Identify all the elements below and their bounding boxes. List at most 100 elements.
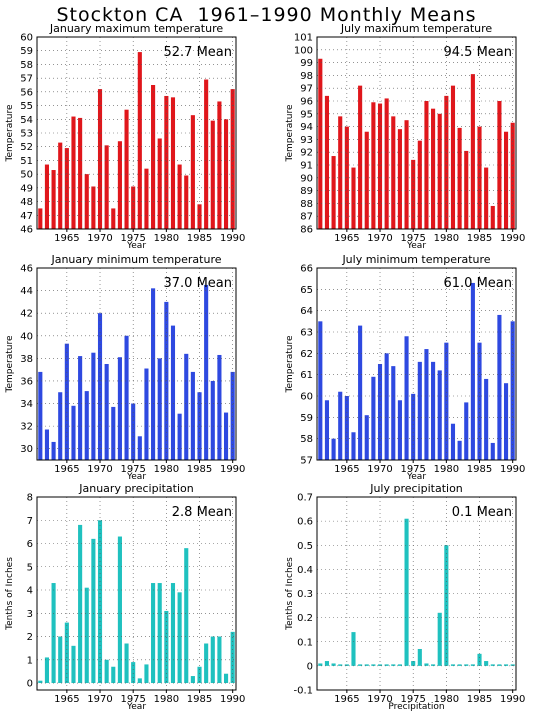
bar <box>124 335 129 460</box>
bar <box>71 645 76 684</box>
y-tick-label: 47 <box>20 211 33 222</box>
bar <box>324 400 330 460</box>
bar <box>384 353 389 460</box>
bar <box>331 156 336 229</box>
x-tick-label: 1965 <box>54 694 79 705</box>
bar <box>318 663 323 666</box>
bar <box>151 85 156 229</box>
bar <box>204 79 209 229</box>
y-axis-label: Temperature <box>285 104 295 162</box>
bar <box>411 661 416 666</box>
y-tick-label: 54 <box>20 115 33 126</box>
x-tick-label: 1985 <box>467 694 492 705</box>
bar <box>377 103 383 229</box>
y-tick-label: 0.5 <box>297 541 313 552</box>
bar <box>210 120 215 229</box>
mean-label: 94.5 Mean <box>444 45 513 60</box>
bar <box>230 89 235 229</box>
y-tick-label: 0.2 <box>297 613 313 624</box>
bar <box>210 380 215 460</box>
bar <box>91 538 96 684</box>
y-tick-label: 51 <box>20 156 33 167</box>
bar <box>503 383 509 460</box>
x-tick-label: 1965 <box>334 464 359 475</box>
x-tick-label: 1975 <box>120 464 145 475</box>
bar <box>190 115 195 229</box>
bar <box>144 168 149 229</box>
bar <box>324 661 330 666</box>
bar <box>338 664 343 666</box>
bar <box>170 583 176 684</box>
bar <box>358 325 363 460</box>
x-tick-label: 1980 <box>434 464 459 475</box>
bar <box>51 170 56 229</box>
x-tick-label: 1985 <box>187 464 212 475</box>
bar <box>124 109 129 229</box>
bar <box>51 441 56 460</box>
bar <box>184 548 189 684</box>
x-tick-label: 1970 <box>87 233 112 244</box>
bar <box>497 101 502 229</box>
mean-label: 52.7 Mean <box>164 45 233 60</box>
bar <box>331 663 336 666</box>
bar <box>371 664 376 666</box>
bar <box>157 138 162 229</box>
y-tick-label: 32 <box>20 422 33 433</box>
bar <box>470 74 475 230</box>
x-tick-label: 1985 <box>467 464 492 475</box>
bar <box>131 662 136 684</box>
bar <box>64 148 69 229</box>
bar <box>78 117 83 229</box>
chart-panel-1: 46 47 48 49 50 51 52 53 54 55 56 57 58 59 60 1965 1970 19… <box>5 22 245 251</box>
y-tick-label: 34 <box>20 399 33 410</box>
bar <box>371 102 376 229</box>
x-tick-label: 1990 <box>220 233 245 244</box>
y-tick-label: 40 <box>20 331 33 342</box>
bar <box>137 52 142 230</box>
y-tick-label: 38 <box>20 354 33 365</box>
bar <box>97 89 103 229</box>
chart-panel-6: -0.1 0 0.1 0.2 0.3 0.4 0.5 0.6 0.7 1965 1970 1975 19… <box>285 482 525 711</box>
y-tick-label: 90 <box>300 173 313 184</box>
bar <box>437 113 442 229</box>
y-tick-label: 30 <box>20 444 33 455</box>
bar <box>64 343 69 460</box>
bar <box>431 664 436 666</box>
bar <box>384 664 389 666</box>
bar <box>117 141 122 229</box>
x-tick-label: 1985 <box>187 233 212 244</box>
bar <box>131 186 136 229</box>
y-tick-label: 42 <box>20 309 33 320</box>
bar <box>104 659 109 684</box>
x-tick-label: 1975 <box>120 233 145 244</box>
bar <box>111 208 116 229</box>
bar <box>217 636 222 684</box>
bar <box>364 415 369 460</box>
y-tick-label: 66 <box>300 264 313 275</box>
bar <box>331 438 336 460</box>
bar <box>457 440 462 460</box>
y-tick-label: 0.7 <box>297 493 313 504</box>
y-tick-label: 91 <box>300 161 313 172</box>
mean-label: 37.0 Mean <box>164 276 233 291</box>
bar <box>470 282 475 460</box>
bar <box>358 85 363 229</box>
y-tick-label: 87 <box>300 212 313 223</box>
y-tick-label: 0.1 <box>297 637 313 648</box>
x-axis-label: Year <box>126 241 146 251</box>
y-tick-label: 62 <box>300 349 313 360</box>
bar <box>431 361 436 460</box>
bar <box>338 116 343 229</box>
bar <box>117 357 122 460</box>
x-tick-label: 1965 <box>334 233 359 244</box>
y-tick-label: 1 <box>27 655 33 666</box>
bar <box>157 583 162 684</box>
bar <box>184 175 189 229</box>
bar <box>497 664 502 666</box>
y-tick-label: 50 <box>20 170 33 181</box>
plot-frame <box>316 496 517 691</box>
y-tick-label: 93 <box>300 135 313 146</box>
x-tick-label: 1970 <box>367 233 392 244</box>
x-tick-label: 1970 <box>87 694 112 705</box>
bar <box>384 98 389 229</box>
